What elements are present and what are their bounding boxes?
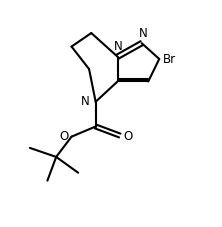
- Text: N: N: [138, 27, 147, 39]
- Text: O: O: [123, 129, 132, 142]
- Text: N: N: [81, 95, 89, 108]
- Text: O: O: [59, 129, 68, 142]
- Text: N: N: [114, 39, 123, 52]
- Text: Br: Br: [163, 53, 176, 66]
